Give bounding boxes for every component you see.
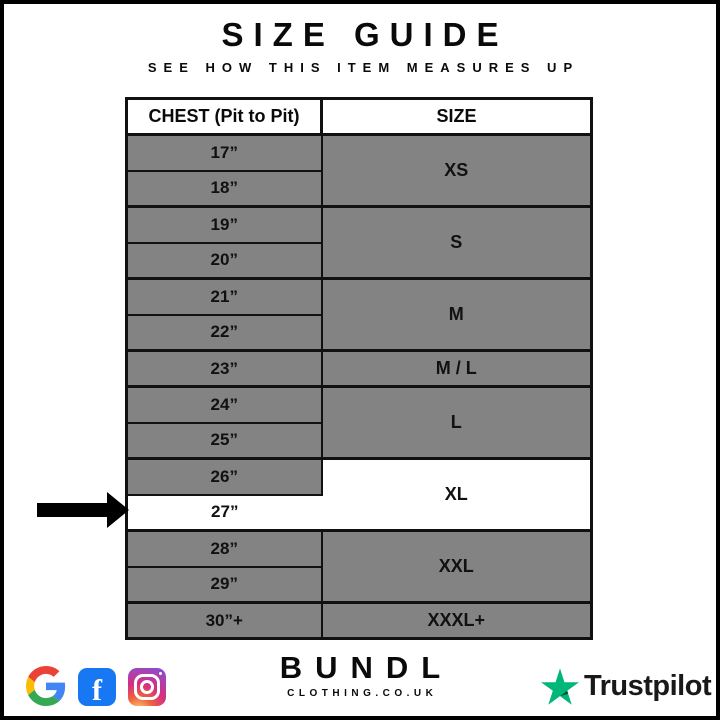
size-cell: XXXL+: [320, 601, 593, 640]
trustpilot-wordmark: Trustpilot: [584, 670, 712, 702]
brand-domain: CLOTHING.CO.UK: [287, 688, 438, 699]
chest-cell: 21”: [125, 277, 323, 316]
chest-cell: 27”: [125, 494, 322, 532]
size-table: CHEST (Pit to Pit) SIZE 17” XS 18” 19” S 20” 2…: [125, 97, 593, 640]
size-cell: XL: [320, 457, 593, 532]
google-icon: [26, 666, 66, 706]
instagram-dot: [159, 671, 162, 675]
chest-cell: 30”+: [125, 601, 323, 640]
selected-size-arrow: [37, 492, 129, 528]
table-row: 17” XS: [125, 133, 593, 208]
chest-cell: 17”: [125, 133, 323, 172]
table-row: 29”: [125, 566, 592, 604]
table-row: 24” L: [125, 385, 593, 460]
brand-logo: BUNDL CLOTHING.CO.UK: [4, 650, 716, 699]
chest-cell: 24”: [125, 385, 323, 424]
chest-column-header: CHEST (Pit to Pit): [125, 97, 323, 136]
instagram-circle: [140, 679, 154, 694]
table-header-row: CHEST (Pit to Pit) SIZE: [125, 97, 593, 136]
page-title: SIZE GUIDE: [221, 16, 509, 53]
table-row: 19” S: [125, 205, 593, 280]
size-cell: M: [320, 277, 593, 352]
trustpilot-star-icon: [541, 668, 579, 705]
table-row: 25”: [125, 422, 592, 460]
size-cell: M / L: [320, 349, 593, 388]
brand-name: BUNDL: [279, 650, 454, 685]
size-table-body: 17” XS 18” 19” S 20” 21” M 22” 23” M / L 24” L 25” 26”…: [125, 133, 593, 640]
facebook-icon: f: [78, 667, 116, 706]
size-column-header: SIZE: [320, 97, 593, 136]
size-cell: XS: [320, 133, 593, 208]
chest-cell: 22”: [125, 314, 323, 352]
chest-cell: 20”: [125, 242, 323, 280]
table-row: 27”: [125, 494, 592, 532]
table-row: 22”: [125, 314, 592, 352]
table-row: 28” XXL: [125, 529, 593, 604]
chest-cell: 18”: [125, 170, 323, 208]
chest-cell: 26”: [125, 457, 323, 496]
instagram-icon: [128, 667, 166, 706]
trustpilot-logo: Trustpilot: [541, 668, 712, 705]
chest-cell: 25”: [125, 422, 323, 460]
table-row: 26” XL: [125, 457, 593, 532]
size-cell: XXL: [320, 529, 593, 604]
table-row: 23” M / L: [125, 349, 593, 388]
page-subtitle: SEE HOW THIS ITEM MEASURES UP: [147, 60, 580, 75]
table-row: 20”: [125, 242, 592, 280]
chest-cell: 28”: [125, 529, 323, 568]
table-row: 18”: [125, 170, 592, 208]
instagram-lens: [134, 673, 160, 700]
arrow-shaft: [37, 503, 107, 517]
chest-cell: 23”: [125, 349, 323, 388]
table-row: 30”+ XXXL+: [125, 601, 593, 640]
chest-cell: 29”: [125, 566, 323, 604]
chest-cell: 19”: [125, 205, 323, 244]
facebook-glyph: f: [92, 673, 102, 706]
table-row: 21” M: [125, 277, 593, 352]
size-cell: S: [320, 205, 593, 280]
size-cell: L: [320, 385, 593, 460]
arrow-head: [107, 492, 129, 528]
social-icons: f: [26, 666, 166, 706]
